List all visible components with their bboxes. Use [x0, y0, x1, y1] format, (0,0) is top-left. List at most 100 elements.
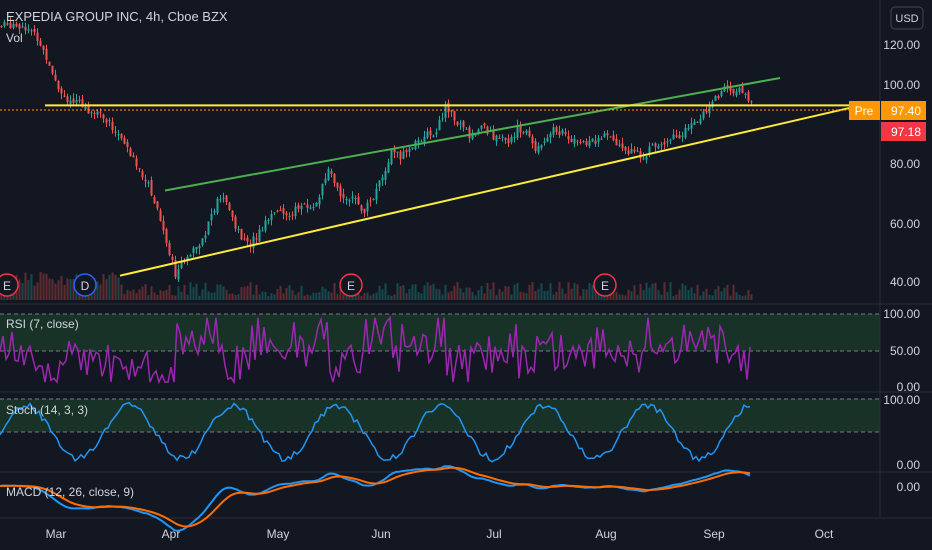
volume-bar — [27, 279, 30, 300]
candle-body — [315, 202, 318, 207]
stoch-tick: 0.00 — [897, 458, 921, 472]
candle-body — [153, 197, 156, 204]
candle-body — [486, 126, 489, 134]
candle-body — [219, 199, 222, 201]
volume-bar — [750, 294, 753, 300]
volume-bar — [297, 292, 300, 300]
rsi-tick: 100.00 — [883, 307, 920, 321]
volume-bar — [480, 285, 483, 300]
stoch-tick: 100.00 — [883, 393, 920, 407]
volume-bar — [39, 272, 42, 300]
volume-bar — [336, 294, 339, 300]
volume-bar — [630, 291, 633, 300]
volume-bar — [537, 288, 540, 300]
candle-body — [441, 118, 444, 120]
volume-bar — [324, 288, 327, 300]
pre-badge-label: Pre — [855, 104, 874, 118]
volume-bar — [102, 274, 105, 300]
candle-body — [438, 119, 441, 131]
earnings-event-marker[interactable] — [593, 273, 617, 297]
volume-bar — [555, 292, 558, 300]
earnings-event-marker[interactable] — [339, 273, 363, 297]
candle-body — [234, 216, 237, 229]
candle-body — [294, 206, 297, 217]
candle-body — [333, 174, 336, 183]
macd-pane-label: MACD (12, 26, close, 9) — [6, 485, 134, 499]
candle-body — [366, 202, 369, 212]
candle-body — [519, 124, 522, 133]
candle-body — [657, 146, 660, 149]
volume-bar — [516, 282, 519, 300]
volume-bar — [249, 282, 252, 300]
currency-button[interactable] — [890, 6, 924, 30]
candle-body — [282, 208, 285, 214]
candle-body — [165, 229, 168, 243]
candle-body — [123, 137, 126, 144]
volume-bar — [69, 279, 72, 300]
candle-body — [645, 156, 648, 160]
volume-bar — [192, 287, 195, 300]
candle-body — [576, 140, 579, 142]
candle-body — [384, 170, 387, 180]
volume-bar — [330, 292, 333, 300]
volume-bar — [618, 294, 621, 300]
candle-body — [435, 132, 438, 135]
candle-body — [252, 236, 255, 248]
candle-body — [27, 29, 30, 31]
trendline-green-upper[interactable] — [164, 76, 781, 192]
volume-bar — [162, 290, 165, 300]
candle-body — [690, 123, 693, 129]
volume-bar — [534, 290, 537, 300]
volume-bar — [120, 284, 123, 300]
candle-body — [405, 150, 408, 153]
candle-body — [501, 136, 504, 138]
candle-body — [102, 114, 105, 119]
candle-body — [84, 106, 87, 109]
dividend-event-marker[interactable] — [73, 273, 97, 297]
volume-bar — [744, 295, 747, 300]
candle-body — [516, 125, 519, 138]
volume-bar — [63, 285, 66, 300]
volume-bar — [153, 292, 156, 300]
event-marker-label: E — [601, 279, 609, 293]
candle-body — [531, 136, 534, 144]
price-tick: 80.00 — [890, 157, 920, 171]
candle-body — [426, 131, 429, 138]
candle-body — [63, 95, 66, 97]
volume-bar — [309, 295, 312, 300]
rsi-line — [0, 315, 751, 385]
volume-bar — [399, 286, 402, 300]
volume-bar — [228, 293, 231, 300]
candle-body — [177, 269, 180, 280]
volume-bar — [267, 295, 270, 300]
candle-body — [615, 138, 618, 146]
volume-bar — [303, 295, 306, 300]
volume-bar — [561, 288, 564, 300]
volume-bar — [285, 288, 288, 300]
candle-body — [309, 207, 312, 209]
macd-tick: 0.00 — [897, 480, 921, 494]
volume-bar — [282, 293, 285, 300]
earnings-event-marker[interactable] — [0, 273, 19, 297]
event-marker-label: D — [81, 279, 90, 293]
candle-body — [450, 110, 453, 112]
trendlines[interactable] — [45, 76, 862, 277]
volume-bar — [138, 289, 141, 300]
volume-bar — [504, 286, 507, 300]
volume-bar — [627, 289, 630, 300]
candle-body — [207, 221, 210, 235]
candle-body — [699, 118, 702, 124]
candle-body — [456, 121, 459, 126]
volume-bar — [735, 292, 738, 300]
volume-bar — [663, 282, 666, 300]
volume-bar — [141, 286, 144, 300]
volume-bar — [558, 282, 561, 300]
candle-body — [339, 186, 342, 197]
trendline-yellow-lower[interactable] — [119, 104, 862, 277]
volume-bar — [72, 279, 75, 300]
volume-bar — [198, 295, 201, 300]
volume-bar — [525, 293, 528, 300]
candle-body — [111, 121, 114, 131]
candle-body — [549, 133, 552, 138]
